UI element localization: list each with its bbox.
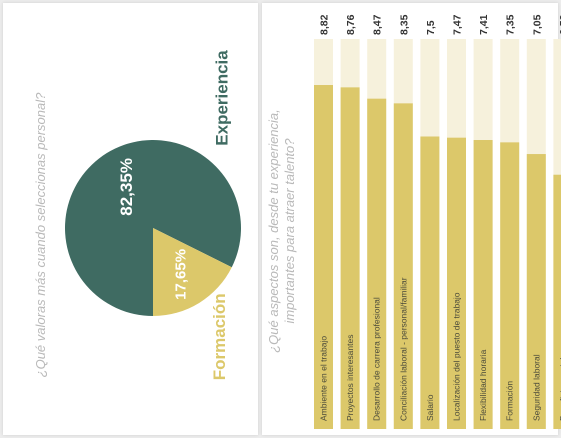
pie-name-label-experiencia: Experiencia: [212, 50, 231, 146]
bar-category-label: Conciliación laboral - personal/familiar: [398, 277, 408, 421]
bar-value-label: 7,5: [425, 20, 437, 35]
bar-localizacion-del-puesto-de-trabajo: [447, 137, 466, 430]
bar-flexibilidad-horaria: [473, 140, 493, 429]
bar-category-label: Salario: [425, 394, 435, 421]
bar-conciliacion-laboral-personal-familiar: [393, 103, 413, 429]
bar-value-label: 8,82: [319, 14, 331, 35]
pie-chart-panel: ¿Qué valoras más cuando seleccionas pers…: [3, 3, 258, 435]
bar-category-label: Flexibilidad horaria: [478, 349, 488, 421]
pie-name-label-formacion: Formación: [210, 293, 229, 380]
pie-chart: ¿Qué valoras más cuando seleccionas pers…: [33, 50, 241, 380]
bar-category-label: Ambiente en el trabajo: [319, 336, 329, 421]
bar-value-label: 8,35: [398, 14, 410, 35]
bar-category-label: Desarrollo de carrera profesional: [372, 297, 382, 421]
bar-value-label: 7,35: [505, 14, 517, 35]
bar-value-label: 8,76: [345, 14, 357, 35]
pie-pct-label-formacion: 17,65%: [173, 249, 190, 300]
bar-value-label: 8,47: [372, 14, 384, 35]
pie-slice-formacion: [153, 228, 232, 316]
bar-value-label: 7,05: [531, 14, 543, 35]
bar-category-label: Proyectos interesantes: [345, 335, 355, 421]
bar-category-label: Seguridad laboral: [531, 354, 541, 421]
bar-chart-panel: ¿Qué aspectos son, desde tu experiencia,…: [262, 3, 561, 435]
bar-value-label: 6,52: [558, 14, 561, 35]
pie-question: ¿Qué valoras más cuando seleccionas pers…: [33, 92, 48, 377]
bar-proyectos-interesantes: [340, 87, 360, 430]
bar-beneficios-sociales: [553, 174, 561, 429]
bar-formacion: [500, 142, 520, 429]
bar-question-line1: ¿Qué aspectos son, desde tu experiencia,: [266, 109, 281, 353]
bar-value-label: 7,41: [478, 14, 490, 35]
bar-chart: ¿Qué aspectos son, desde tu experiencia,…: [266, 14, 561, 430]
pie-slice-experiencia: [64, 140, 241, 316]
bar-desarrollo-de-carrera-profesional: [367, 98, 387, 430]
bar-category-label: Localización del puesto de trabajo: [452, 292, 462, 421]
bar-question-line2: importantes para atraer talento?: [282, 138, 297, 324]
bar-category-label: Formación: [505, 381, 515, 421]
pie-pct-label-experiencia: 82,35%: [117, 158, 136, 216]
bar-value-label: 7,47: [452, 14, 464, 35]
bar-ambiente-en-el-trabajo: [314, 85, 333, 430]
bar-category-label: Beneficios sociales: [558, 349, 561, 421]
bar-salario: [420, 136, 440, 429]
bar-seguridad-laboral: [526, 154, 546, 430]
